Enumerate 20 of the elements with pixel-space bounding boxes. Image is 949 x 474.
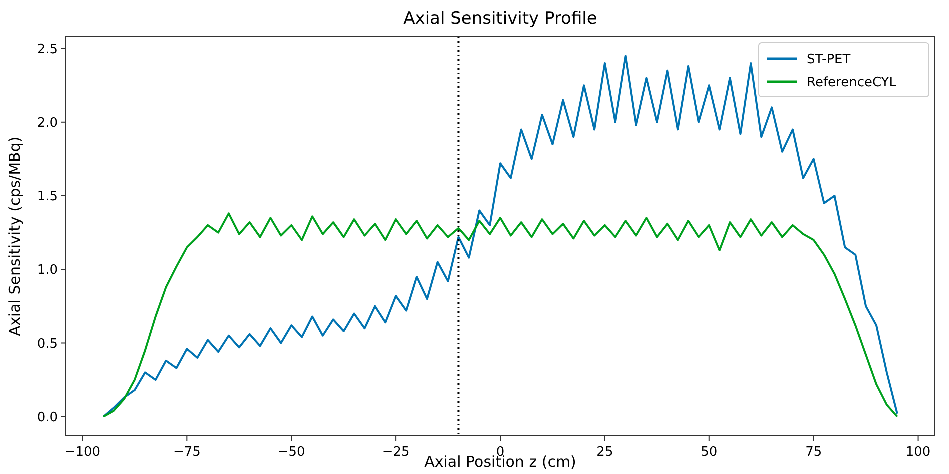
x-tick-label: 100	[906, 445, 931, 460]
legend-label: ReferenceCYL	[807, 76, 898, 91]
x-tick-label: −75	[173, 445, 201, 460]
y-axis-title: Axial Sensitivity (cps/MBq)	[6, 136, 24, 336]
y-tick-label: 1.5	[37, 190, 58, 205]
legend-label: ST-PET	[807, 52, 851, 68]
x-tick-label: −25	[382, 445, 410, 460]
y-tick-label: 1.0	[37, 263, 58, 278]
x-tick-label: 25	[596, 445, 614, 460]
x-tick-label: 75	[806, 445, 822, 460]
x-tick-label: −100	[64, 445, 101, 460]
line-series	[102, 212, 898, 418]
chart-title: Axial Sensitivity Profile	[404, 9, 598, 29]
x-tick-label: 50	[701, 445, 718, 460]
y-tick-label: 2.5	[37, 42, 58, 58]
y-tick-label: 2.0	[37, 116, 58, 131]
y-tick-label: 0.0	[37, 410, 58, 426]
y-tick-label: 0.5	[37, 336, 58, 352]
line-series	[102, 55, 898, 418]
x-tick-label: −50	[278, 445, 306, 460]
